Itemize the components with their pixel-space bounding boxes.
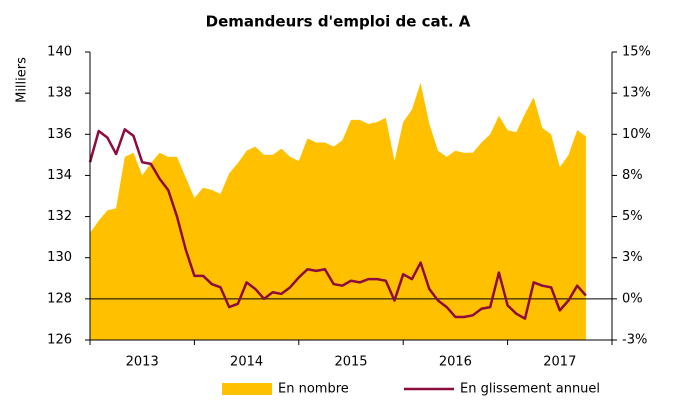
x-tick-label: 2015 [334,355,367,370]
x-tick-label: 2017 [543,355,576,370]
y-axis-label: Milliers [15,57,30,103]
legend-label: En glissement annuel [460,382,600,397]
y2-tick-label: 0% [622,291,643,306]
y-tick-label: 128 [47,291,72,306]
y-tick-label: 140 [47,45,72,60]
y-tick-label: 138 [47,86,72,101]
y2-tick-label: 8% [622,168,643,183]
legend-label: En nombre [278,382,349,397]
y2-tick-label: 5% [622,209,643,224]
x-tick-label: 2014 [230,355,263,370]
y2-tick-label: 13% [622,86,651,101]
y2-tick-label: 3% [622,250,643,265]
y-tick-label: 126 [47,333,72,348]
x-tick-label: 2013 [126,355,159,370]
y-tick-label: 132 [47,209,72,224]
y2-tick-label: 15% [622,45,651,60]
y-tick-label: 134 [47,168,72,183]
y2-tick-label: 10% [622,127,651,142]
area [90,82,586,340]
legend-swatch [222,383,272,395]
line [88,128,587,320]
x-tick-label: 2016 [439,355,472,370]
y-tick-label: 130 [47,250,72,265]
chart-title: Demandeurs d'emploi de cat. A [206,13,471,31]
y-tick-label: 136 [47,127,72,142]
y2-tick-label: -3% [622,333,647,348]
